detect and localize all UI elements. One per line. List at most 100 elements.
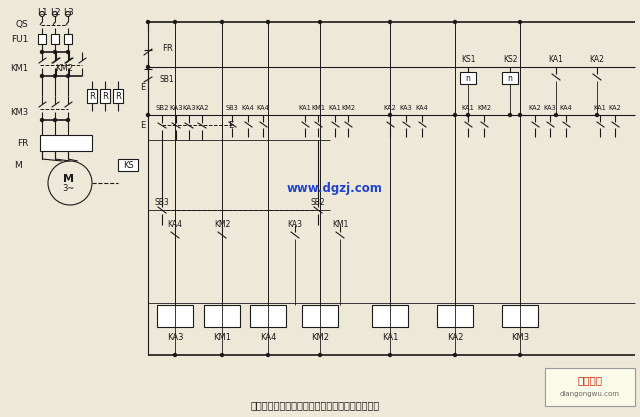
Text: L1: L1	[36, 8, 47, 17]
Text: KM1: KM1	[332, 219, 348, 229]
Text: KS: KS	[123, 161, 133, 169]
Text: KA2: KA2	[447, 332, 463, 342]
Text: KM2: KM2	[55, 63, 73, 73]
Circle shape	[67, 75, 70, 78]
Text: KA4: KA4	[559, 105, 572, 111]
Text: FU1: FU1	[11, 35, 28, 43]
Text: SB3: SB3	[226, 105, 238, 111]
Text: KA3: KA3	[287, 219, 303, 229]
Text: KA4: KA4	[260, 332, 276, 342]
Text: 具有反接制动电阔的可逆运行反接制动的控制线路: 具有反接制动电阔的可逆运行反接制动的控制线路	[250, 400, 380, 410]
Circle shape	[221, 354, 223, 357]
Text: KA3: KA3	[167, 332, 183, 342]
Text: KA1: KA1	[299, 105, 312, 111]
Text: SB1: SB1	[160, 75, 175, 83]
Circle shape	[173, 20, 177, 23]
Text: KA2: KA2	[589, 55, 604, 63]
Text: KA2: KA2	[195, 105, 209, 111]
Circle shape	[54, 50, 56, 53]
Text: SB2: SB2	[310, 198, 325, 206]
Circle shape	[518, 113, 522, 116]
Circle shape	[147, 20, 150, 23]
Bar	[437, 305, 473, 327]
Bar	[302, 305, 338, 327]
Text: SB3: SB3	[155, 198, 170, 206]
Circle shape	[319, 354, 321, 357]
Text: KA2: KA2	[529, 105, 541, 111]
Circle shape	[147, 65, 150, 68]
Circle shape	[454, 354, 456, 357]
Text: KA3: KA3	[182, 105, 196, 111]
Text: KA3: KA3	[169, 105, 183, 111]
Text: R: R	[102, 91, 108, 100]
Text: 电工之屋: 电工之屋	[577, 375, 602, 385]
Text: SB2: SB2	[156, 105, 169, 111]
Circle shape	[454, 113, 456, 116]
Text: M: M	[14, 161, 22, 169]
Circle shape	[40, 118, 44, 121]
Text: KM2: KM2	[214, 219, 230, 229]
Bar	[460, 72, 476, 84]
Text: M: M	[63, 174, 74, 184]
Bar	[250, 305, 286, 327]
Text: KM1: KM1	[10, 63, 28, 73]
Circle shape	[40, 50, 44, 53]
Bar	[502, 72, 518, 84]
Circle shape	[454, 20, 456, 23]
Text: KA2: KA2	[609, 105, 621, 111]
Text: KM2: KM2	[341, 105, 355, 111]
Circle shape	[518, 20, 522, 23]
Text: KM2: KM2	[311, 332, 329, 342]
Bar	[157, 305, 193, 327]
Circle shape	[266, 354, 269, 357]
Text: KM3: KM3	[10, 108, 28, 116]
Text: KM1: KM1	[311, 105, 325, 111]
Text: n: n	[508, 73, 513, 83]
Circle shape	[319, 20, 321, 23]
Text: KM2: KM2	[477, 105, 491, 111]
Bar	[100, 89, 110, 103]
Text: KA4: KA4	[168, 219, 182, 229]
Text: R: R	[89, 91, 95, 100]
Text: 3~: 3~	[62, 183, 74, 193]
Circle shape	[173, 354, 177, 357]
Text: KA1: KA1	[548, 55, 563, 63]
Bar	[64, 34, 72, 44]
Circle shape	[54, 75, 56, 78]
Bar	[372, 305, 408, 327]
Bar	[545, 368, 635, 406]
Text: KS1: KS1	[461, 55, 476, 63]
Bar	[87, 89, 97, 103]
Bar	[51, 34, 59, 44]
Text: www.dgzj.com: www.dgzj.com	[287, 181, 383, 194]
Bar	[40, 135, 92, 151]
Text: KA1: KA1	[594, 105, 606, 111]
Circle shape	[67, 118, 70, 121]
Text: diangongwu.com: diangongwu.com	[560, 391, 620, 397]
Circle shape	[221, 20, 223, 23]
Circle shape	[518, 354, 522, 357]
Text: FR: FR	[17, 138, 28, 148]
Bar	[38, 34, 46, 44]
Text: E: E	[140, 121, 145, 130]
Circle shape	[67, 50, 70, 53]
Text: KA4: KA4	[241, 105, 255, 111]
Text: KA4: KA4	[415, 105, 428, 111]
Bar	[113, 89, 123, 103]
Circle shape	[467, 113, 470, 116]
Text: KS2: KS2	[503, 55, 517, 63]
Circle shape	[509, 113, 511, 116]
Bar	[502, 305, 538, 327]
Text: QS: QS	[15, 20, 28, 28]
Text: KA1: KA1	[382, 332, 398, 342]
Text: KA3: KA3	[543, 105, 556, 111]
Circle shape	[388, 20, 392, 23]
Text: KM3: KM3	[511, 332, 529, 342]
Circle shape	[595, 113, 598, 116]
Circle shape	[554, 113, 557, 116]
Text: KA1: KA1	[461, 105, 474, 111]
Text: FR: FR	[162, 43, 173, 53]
Circle shape	[266, 20, 269, 23]
Text: KA3: KA3	[399, 105, 412, 111]
Text: n: n	[465, 73, 470, 83]
